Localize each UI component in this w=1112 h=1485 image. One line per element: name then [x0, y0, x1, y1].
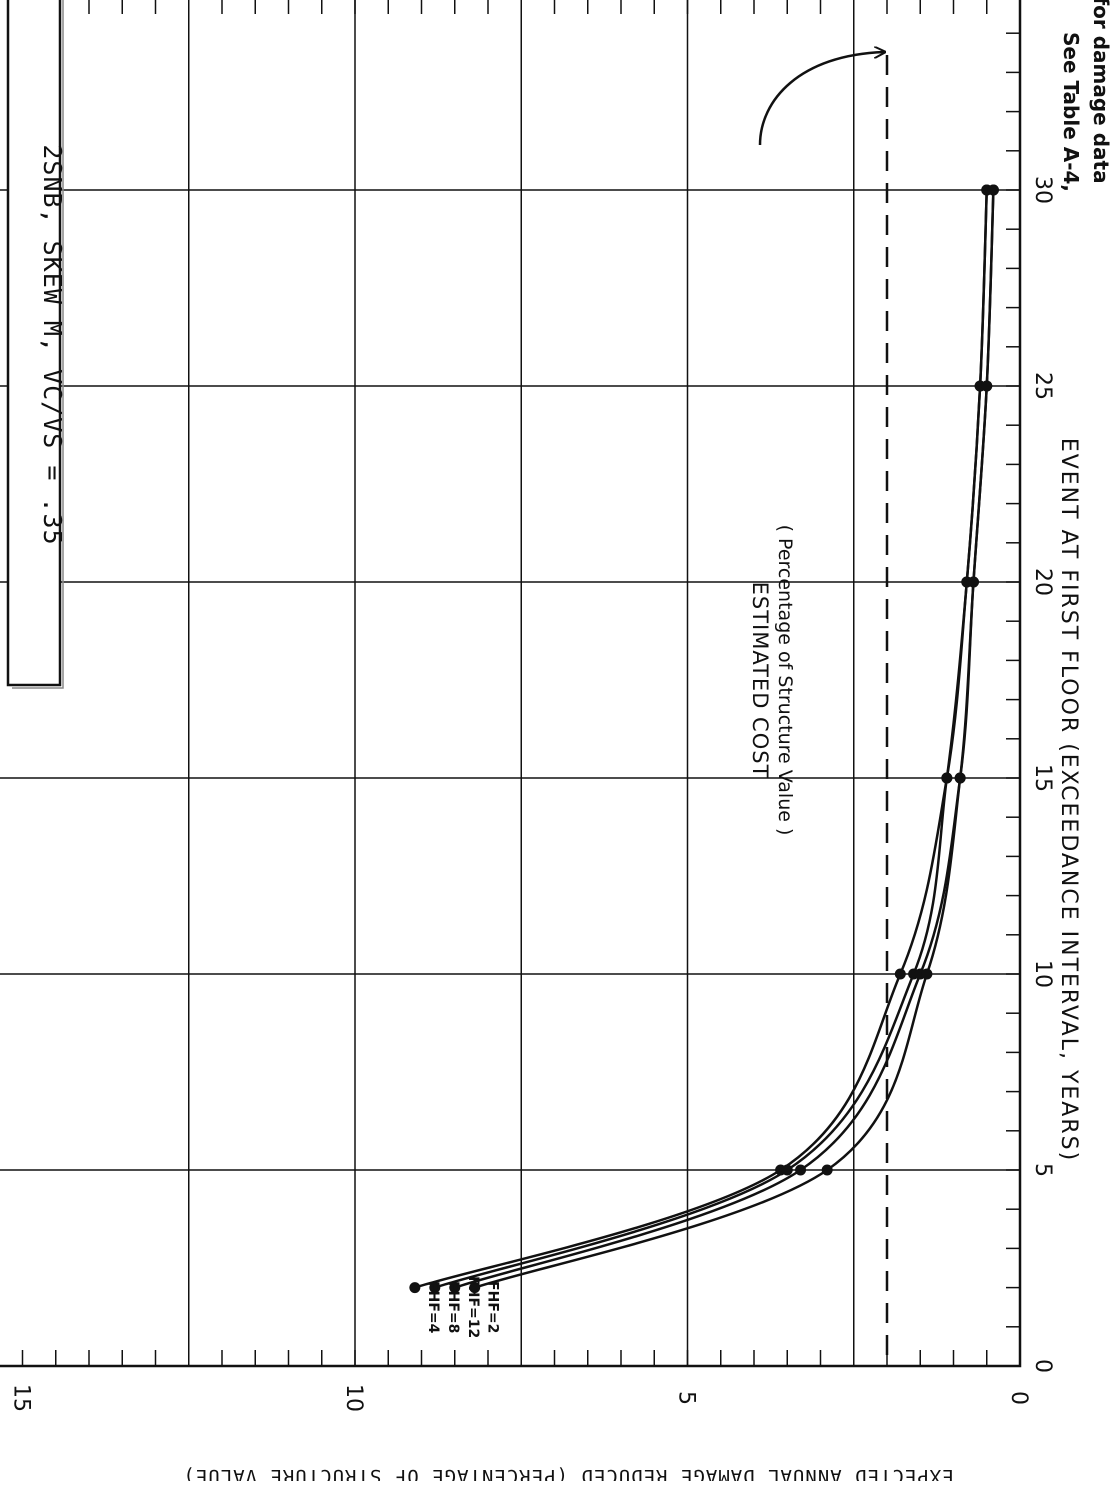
series-labels: FHF=4 FHF=8 FHF=12 FHF=2: [425, 1276, 501, 1338]
y-axis-title: EXPECTED ANNUAL DAMAGE REDUCED (PERCENTA…: [182, 1465, 953, 1481]
table-note-line1: See Table A-4,: [1059, 32, 1083, 192]
series-point-2-0: [449, 1282, 461, 1294]
series-point-3-3: [954, 772, 966, 784]
y-tick-label-3: 15: [9, 1384, 34, 1412]
minor-ticks: [21, 0, 1020, 1366]
x-tick-label-6: 30: [1030, 176, 1055, 204]
plot-frame: [0, 0, 1022, 1368]
series-point-3-2: [921, 968, 933, 980]
x-tick-label-5: 25: [1030, 372, 1055, 400]
table-note-line2: for damage data: [1089, 0, 1112, 184]
series-line-1: [434, 189, 988, 1289]
series-point-0-0: [409, 1282, 421, 1294]
series-line-3: [474, 189, 995, 1289]
x-tick-label-2: 10: [1030, 960, 1055, 988]
x-tick-labels: 0 5 10 15 20 25 30: [1030, 176, 1055, 1373]
series-point-0-2: [894, 968, 906, 980]
y-tick-label-1: 5: [674, 1391, 699, 1405]
x-tick-label-0: 0: [1030, 1359, 1055, 1373]
series-label-1: FHF=8: [445, 1281, 461, 1333]
y-tick-label-2: 10: [341, 1384, 366, 1412]
series-point-1-0: [429, 1282, 441, 1294]
series-label-0: FHF=4: [425, 1281, 441, 1334]
series-point-3-0: [469, 1282, 481, 1294]
series-label-2: FHF=12: [465, 1276, 481, 1338]
series-point-1-3: [941, 772, 953, 784]
series-point-1-1: [781, 1164, 793, 1176]
x-axis-title: EVENT AT FIRST FLOOR (EXCEEDANCE INTERVA…: [1056, 438, 1081, 1162]
y-tick-labels: 0 5 10 15: [9, 1384, 1032, 1412]
estimated-cost-sublabel: ( Percentage of Structure Value ): [774, 525, 796, 836]
series-line-2: [454, 189, 995, 1289]
series-label-3: FHF=2: [485, 1281, 501, 1333]
x-tick-label-1: 5: [1030, 1163, 1055, 1177]
estimated-cost-label: ESTIMATED COST: [748, 582, 772, 779]
grid: [0, 0, 1020, 1366]
y-tick-label-0: 0: [1006, 1391, 1031, 1405]
series-point-3-1: [821, 1164, 833, 1176]
series-point-2-1: [795, 1164, 807, 1176]
series-point-3-5: [981, 380, 993, 392]
title-box: [6, 0, 62, 687]
series-line-0: [414, 189, 988, 1289]
x-tick-label-4: 20: [1030, 568, 1055, 596]
title-box-shadow: [12, 0, 64, 689]
annotation-arrow: [758, 52, 884, 146]
x-tick-label-3: 15: [1030, 764, 1055, 792]
series-point-3-4: [967, 576, 979, 588]
series-group: [409, 184, 999, 1294]
series-point-3-6: [987, 184, 999, 196]
chart-title: 2SNB, SKEW M, VC/VS = .35: [38, 144, 67, 545]
